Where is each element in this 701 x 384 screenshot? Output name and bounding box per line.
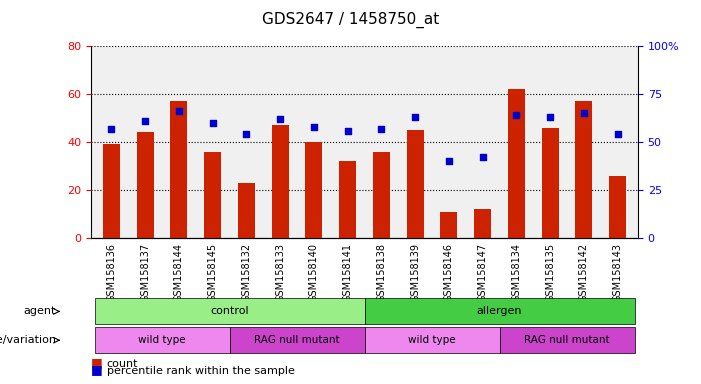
Bar xyxy=(542,127,559,238)
Point xyxy=(173,108,184,114)
Point xyxy=(409,114,421,120)
Bar xyxy=(238,183,255,238)
Bar xyxy=(576,101,592,238)
Bar xyxy=(508,89,525,238)
Bar xyxy=(103,144,120,238)
Bar xyxy=(170,101,187,238)
Point xyxy=(240,131,252,137)
Text: allergen: allergen xyxy=(477,306,522,316)
Text: RAG null mutant: RAG null mutant xyxy=(254,335,340,345)
Point xyxy=(207,120,218,126)
Bar xyxy=(407,130,423,238)
Point xyxy=(477,154,489,161)
Text: genotype/variation: genotype/variation xyxy=(0,335,56,345)
Text: ■: ■ xyxy=(91,363,103,376)
Text: RAG null mutant: RAG null mutant xyxy=(524,335,610,345)
Bar xyxy=(609,176,626,238)
Point xyxy=(612,131,623,137)
Point xyxy=(139,118,151,124)
Bar xyxy=(204,152,221,238)
Point xyxy=(106,126,117,132)
Bar xyxy=(339,161,356,238)
Bar xyxy=(306,142,322,238)
Text: wild type: wild type xyxy=(408,335,456,345)
Point xyxy=(545,114,556,120)
Bar xyxy=(440,212,457,238)
Point xyxy=(511,112,522,118)
Bar xyxy=(474,209,491,238)
Text: GDS2647 / 1458750_at: GDS2647 / 1458750_at xyxy=(262,12,439,28)
Text: ■: ■ xyxy=(91,356,103,369)
Text: wild type: wild type xyxy=(138,335,186,345)
Text: percentile rank within the sample: percentile rank within the sample xyxy=(107,366,294,376)
Point xyxy=(578,110,590,116)
Bar xyxy=(272,125,289,238)
Point xyxy=(342,127,353,134)
Bar xyxy=(373,152,390,238)
Text: count: count xyxy=(107,359,138,369)
Point xyxy=(443,158,454,164)
Point xyxy=(376,126,387,132)
Point xyxy=(275,116,286,122)
Text: control: control xyxy=(210,306,249,316)
Point xyxy=(308,124,320,130)
Text: agent: agent xyxy=(24,306,56,316)
Bar xyxy=(137,132,154,238)
